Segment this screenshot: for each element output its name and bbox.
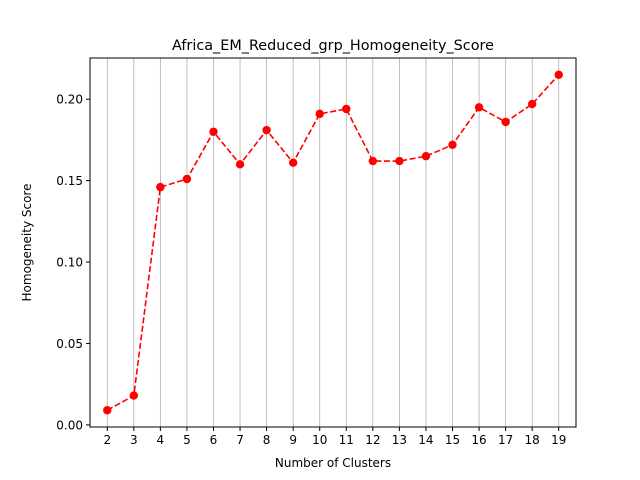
- data-point: [103, 406, 112, 415]
- y-tick-label: 0.10: [56, 256, 83, 270]
- x-tick-label: 5: [183, 433, 191, 447]
- x-tick-label: 19: [551, 433, 566, 447]
- x-tick-label: 16: [471, 433, 486, 447]
- x-tick-label: 2: [103, 433, 111, 447]
- axes-frame: [89, 57, 577, 428]
- data-point: [395, 156, 404, 166]
- x-tick-label: 10: [312, 433, 327, 447]
- data-point: [342, 104, 351, 114]
- y-axis-ticks: 0.00 0.05 0.10 0.15 0.20: [56, 93, 90, 432]
- data-point: [129, 391, 139, 400]
- data-point: [448, 140, 457, 149]
- y-tick-label: 0.20: [56, 93, 83, 107]
- data-point: [368, 156, 378, 166]
- data-point: [182, 174, 192, 184]
- data-point: [421, 151, 431, 161]
- y-tick-label: 0.05: [56, 337, 83, 351]
- data-point: [554, 70, 563, 79]
- series-layer: [103, 70, 563, 415]
- grid-lines: [106, 58, 560, 427]
- y-axis-label: Homogeneity Score: [20, 184, 34, 302]
- x-tick-label: 13: [392, 433, 407, 447]
- y-tick-label: 0.00: [56, 418, 83, 432]
- x-tick-label: 15: [445, 433, 460, 447]
- x-tick-label: 3: [130, 433, 138, 447]
- data-point: [156, 182, 165, 192]
- x-tick-label: 4: [157, 433, 165, 447]
- x-tick-label: 9: [289, 433, 297, 447]
- x-tick-label: 11: [339, 433, 354, 447]
- data-point: [527, 99, 537, 109]
- data-point: [262, 125, 271, 135]
- data-point: [501, 117, 510, 127]
- data-point: [235, 160, 245, 169]
- x-tick-label: 12: [365, 433, 380, 447]
- chart-title: Africa_EM_Reduced_grp_Homogeneity_Score: [172, 38, 494, 54]
- data-point: [315, 109, 324, 119]
- x-axis-ticks: 2 3 4 5 6 7 8 9 10 11 12 13 14 15 16 17 18 19: [103, 427, 566, 447]
- x-tick-label: 8: [263, 433, 271, 447]
- x-tick-label: 17: [498, 433, 513, 447]
- x-tick-label: 7: [236, 433, 244, 447]
- data-point: [209, 127, 218, 136]
- data-point: [474, 103, 484, 112]
- y-tick-label: 0.15: [56, 174, 83, 188]
- x-tick-label: 18: [525, 433, 540, 447]
- x-axis-label: Number of Clusters: [275, 456, 391, 470]
- series-line: [106, 74, 560, 411]
- x-tick-label: 14: [418, 433, 433, 447]
- data-point: [288, 158, 298, 167]
- x-tick-label: 6: [210, 433, 218, 447]
